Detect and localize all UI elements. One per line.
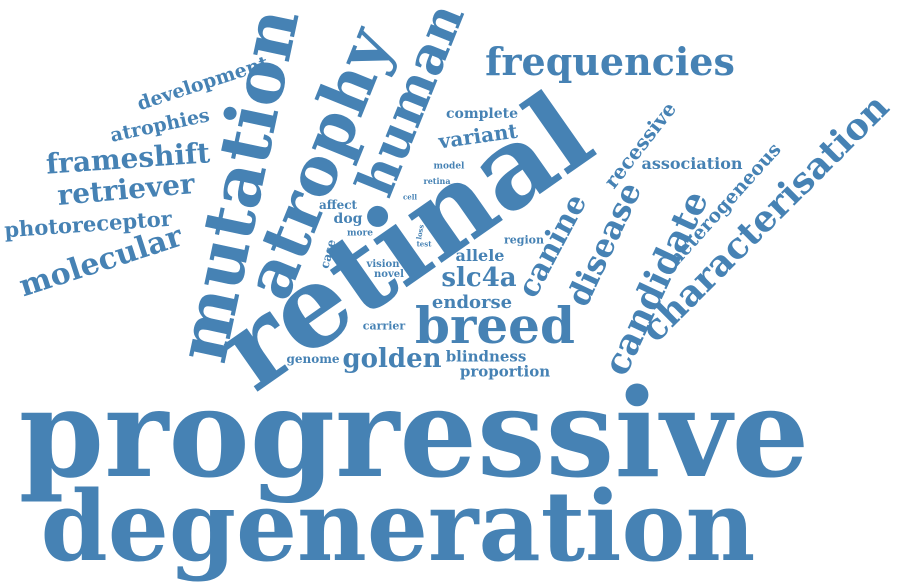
- word-progressive: progressive: [18, 361, 810, 505]
- word-carrier: carrier: [362, 319, 406, 333]
- word-novel: novel: [374, 269, 404, 280]
- word-model: model: [433, 161, 465, 172]
- word-breed: breed: [415, 296, 575, 355]
- word-affect: affect: [318, 198, 358, 212]
- word-degeneration: degeneration: [40, 470, 756, 583]
- word-dog: dog: [333, 211, 363, 227]
- word-genome: genome: [286, 352, 340, 366]
- word-proportion: proportion: [459, 362, 551, 381]
- word-recessive: recessive: [598, 97, 682, 193]
- word-loss: loss: [414, 223, 426, 241]
- word-blindness: blindness: [445, 347, 527, 366]
- word-vision: vision: [366, 259, 400, 270]
- word-golden: golden: [342, 344, 442, 374]
- word-test: test: [416, 239, 432, 249]
- word-region: region: [504, 233, 544, 247]
- word-allele: allele: [455, 246, 505, 265]
- word-association: association: [641, 154, 743, 173]
- word-endorse: endorse: [431, 292, 513, 313]
- word-slc4a: slc4a: [441, 263, 517, 293]
- word-complete: complete: [445, 106, 519, 122]
- word-retina: retina: [423, 176, 451, 186]
- word-cell: cell: [402, 192, 418, 202]
- word-more: more: [347, 228, 373, 239]
- word-frequencies: frequencies: [485, 39, 735, 84]
